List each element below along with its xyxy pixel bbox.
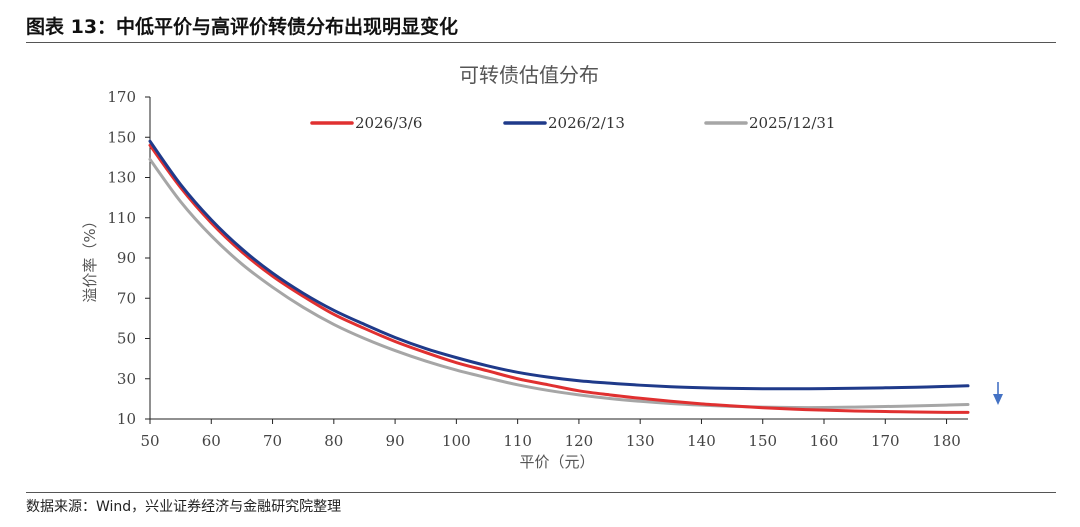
series-lines [148,139,970,414]
x-tick-label: 90 [386,432,405,450]
chart-title: 可转债估值分布 [459,63,599,87]
legend: 2026/3/6 2026/2/13 2025/12/31 [310,114,835,132]
header-divider [26,42,1056,43]
y-axis-label: 溢价率（%） [81,213,99,302]
y-tick-label: 30 [117,370,136,388]
x-tick-label: 60 [202,432,221,450]
legend-label: 2026/3/6 [355,114,422,132]
y-tick-label: 150 [107,128,136,146]
x-tick-label: 120 [565,432,594,450]
y-tick-label: 130 [107,169,136,187]
y-tick-label: 50 [117,330,136,348]
x-tick-label: 180 [932,432,961,450]
y-tick-label: 90 [117,249,136,267]
y-tick-label: 170 [107,88,136,106]
source-note: 数据来源：Wind，兴业证券经济与金融研究院整理 [26,499,342,515]
x-tick-label: 50 [140,432,159,450]
footer-divider [26,492,1056,493]
x-tick-label: 140 [687,432,716,450]
x-tick-label: 150 [748,432,777,450]
series-line-1 [148,139,970,391]
series-line-0 [148,143,970,414]
x-axis-ticks: 50 60 70 80 90 100 110 120 130 140 150 160 170 180 [140,419,961,450]
series-line-2 [148,157,970,410]
x-tick-label: 110 [503,432,532,450]
y-tick-label: 110 [107,209,136,227]
y-tick-label: 70 [117,289,136,307]
x-tick-label: 130 [626,432,655,450]
x-tick-label: 160 [810,432,839,450]
figure-title: 图表 13：中低平价与高评价转债分布出现明显变化 [26,16,459,38]
arrow-head [993,394,1003,405]
y-tick-label: 10 [117,410,136,428]
x-tick-label: 170 [871,432,900,450]
x-tick-label: 100 [442,432,471,450]
x-axis-label: 平价（元） [519,453,594,471]
legend-label: 2026/2/13 [548,114,625,132]
y-axis-ticks: 10 30 50 70 90 110 130 150 170 [107,88,150,428]
x-tick-label: 80 [324,432,343,450]
x-tick-label: 70 [263,432,282,450]
legend-label: 2025/12/31 [749,114,835,132]
down-arrow-icon [993,382,1003,405]
